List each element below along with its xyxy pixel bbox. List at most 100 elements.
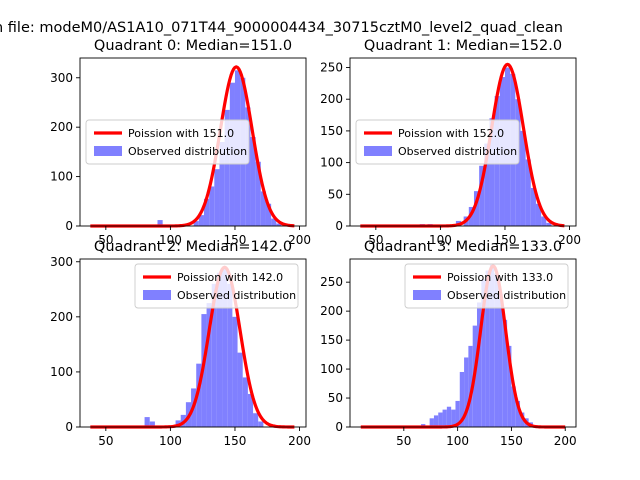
quadrant-3-observed-bar <box>468 345 473 427</box>
quadrant-2-observed-bar <box>253 413 259 427</box>
quadrant-0-x-tick-label: 200 <box>288 233 311 247</box>
quadrant-3-panel: 50 100 150 200 0 50 100 150 200 250 Poission with … <box>320 239 577 448</box>
quadrant-2-y-tick-label: 200 <box>50 310 73 324</box>
quadrant-0-observed-bar <box>245 107 251 226</box>
quadrant-2-y-tick-label: 100 <box>50 365 73 379</box>
quadrant-1-observed-bar <box>489 118 495 226</box>
quadrant-0-observed-bar <box>157 220 163 226</box>
quadrant-3-observed-bar <box>433 415 439 427</box>
quadrant-1-observed-bar <box>479 165 485 226</box>
quadrant-3-observed-bar <box>502 319 508 427</box>
quadrant-3-x-tick-label: 150 <box>500 434 523 448</box>
quadrant-1-x-tick-label: 50 <box>368 233 383 247</box>
quadrant-2-legend-box <box>134 263 299 309</box>
quadrant-1-observed-bar <box>541 216 547 226</box>
quadrant-2-observed-bar <box>222 267 228 427</box>
quadrant-3-observed-bar <box>485 270 490 427</box>
quadrant-0-observed-bar <box>271 218 277 226</box>
quadrant-3-y-tick-label: 150 <box>320 333 343 347</box>
quadrant-1-legend-observed-label: Observed distribution <box>398 145 517 158</box>
quadrant-2-observed-bar <box>196 363 202 427</box>
quadrant-0-observed-bar <box>265 203 272 226</box>
quadrant-1-legend-box <box>355 119 520 165</box>
quadrant-3-observed-bar <box>459 371 465 427</box>
quadrant-0-x-tick-label: 100 <box>159 233 182 247</box>
quadrant-3-observed-bar <box>489 264 495 427</box>
quadrant-1-legend-observed-swatch <box>364 146 392 156</box>
quadrant-1-y-tick-label: 150 <box>320 124 343 138</box>
quadrant-1-observed-bar <box>520 130 526 226</box>
quadrant-2-observed-bar <box>149 421 155 427</box>
figure-suptitle: n file: modeM0/AS1A10_071T44_9000004434_… <box>0 20 563 36</box>
quadrant-1-x-tick-label: 150 <box>494 233 517 247</box>
quadrant-3-observed-bar <box>438 412 443 427</box>
quadrant-3-y-tick-label: 50 <box>328 391 343 405</box>
quadrant-0-observed-bar <box>250 137 256 226</box>
quadrant-0-title: Quadrant 0: Median=151.0 <box>94 38 292 54</box>
quadrant-2-axes-frame <box>79 258 307 428</box>
quadrant-3-observed-bar <box>455 400 460 427</box>
quadrant-1-x-tick-label: 100 <box>429 233 452 247</box>
quadrant-0-legend-poisson-label: Poission with 151.0 <box>128 127 234 140</box>
quadrant-0-observed-bar <box>260 191 266 226</box>
quadrant-1-observed-bar <box>530 187 536 226</box>
quadrant-0-legend: Poission with 151.0 Observed distribution <box>85 119 250 165</box>
quadrant-2-x-tick-label: 150 <box>224 434 247 448</box>
quadrant-3-legend-poisson-label: Poission with 133.0 <box>447 271 553 284</box>
quadrant-0-legend-box <box>85 119 250 165</box>
quadrant-2-observed-bar <box>216 272 223 427</box>
quadrant-0-observed-bar <box>219 142 225 226</box>
quadrant-3-observed-bar <box>446 406 452 427</box>
quadrant-0-observed-bar <box>203 198 210 226</box>
quadrant-3-observed-bar <box>507 345 512 427</box>
quadrant-2-observed-bar <box>242 377 248 427</box>
quadrant-0-axes-frame <box>79 57 307 227</box>
quadrant-2-observed-bar <box>247 393 254 427</box>
quadrant-0-y-tick-label: 200 <box>50 120 73 134</box>
quadrant-2-y-tick-label: 300 <box>50 255 73 269</box>
quadrant-3-observed-bar <box>511 386 516 427</box>
quadrant-1-observed-bar <box>484 143 490 226</box>
quadrant-3-axes-frame <box>349 258 577 428</box>
quadrant-1-legend: Poission with 152.0 Observed distribution <box>355 119 520 165</box>
quadrant-3-x-tick-label: 100 <box>446 434 469 448</box>
quadrant-1-panel: 50 100 150 200 0 50 100 150 200 250 Poission with … <box>320 38 581 247</box>
quadrant-3-x-tick-label: 200 <box>554 434 577 448</box>
quadrant-2-legend-poisson-label: Poission with 142.0 <box>177 271 283 284</box>
quadrant-2-observed-bar <box>144 417 150 427</box>
quadrant-2-title: Quadrant 2: Median=142.0 <box>94 239 292 255</box>
quadrant-0-observed-bar <box>209 186 215 226</box>
quadrant-3-observed-bar <box>429 418 434 427</box>
quadrant-3-y-tick-label: 100 <box>320 362 343 376</box>
quadrant-3-legend-observed-label: Observed distribution <box>447 289 566 302</box>
quadrant-1-legend-poisson-label: Poission with 152.0 <box>398 127 504 140</box>
quadrant-2-y-tick-label: 0 <box>65 420 73 434</box>
quadrant-3-legend-observed-swatch <box>413 290 441 300</box>
quadrant-1-y-tick-label: 250 <box>320 61 343 75</box>
quadrant-3-observed-bar <box>451 409 456 427</box>
quadrant-2-legend-observed-swatch <box>143 290 171 300</box>
quadrant-0-y-tick-label: 300 <box>50 71 73 85</box>
quadrant-3-y-tick-label: 200 <box>320 304 343 318</box>
quadrant-3-y-tick-label: 250 <box>320 275 343 289</box>
quadrant-2-observed-bar <box>211 283 217 427</box>
quadrant-2-legend-observed-label: Observed distribution <box>177 289 296 302</box>
quadrant-2-observed-bar <box>237 352 243 427</box>
quadrant-0-panel: 50 100 150 200 0 100 200 300 Poission with 151.0… <box>50 38 311 247</box>
quadrant-0-observed-bar <box>198 215 204 226</box>
quadrant-1-observed-bar <box>473 191 480 226</box>
quadrant-1-observed-bar <box>535 203 542 226</box>
quadrant-1-observed-bar <box>525 159 531 226</box>
quadrant-3-observed-bar <box>498 293 503 427</box>
quadrant-0-observed-bar <box>193 221 199 226</box>
quadrant-3-observed-bar <box>515 400 521 427</box>
quadrant-2-legend: Poission with 142.0 Observed distribution <box>134 263 299 309</box>
quadrant-3-observed-bar <box>476 302 482 427</box>
quadrant-0-observed-bar <box>255 161 261 226</box>
quadrant-3-legend: Poission with 133.0 Observed distribution <box>404 263 569 309</box>
quadrant-1-y-tick-label: 50 <box>328 187 343 201</box>
quadrant-0-observed-bar <box>276 223 282 226</box>
quadrant-2-observed-bar <box>258 421 264 427</box>
quadrant-2-observed-bar <box>227 283 233 427</box>
quadrant-0-legend-observed-swatch <box>94 146 122 156</box>
